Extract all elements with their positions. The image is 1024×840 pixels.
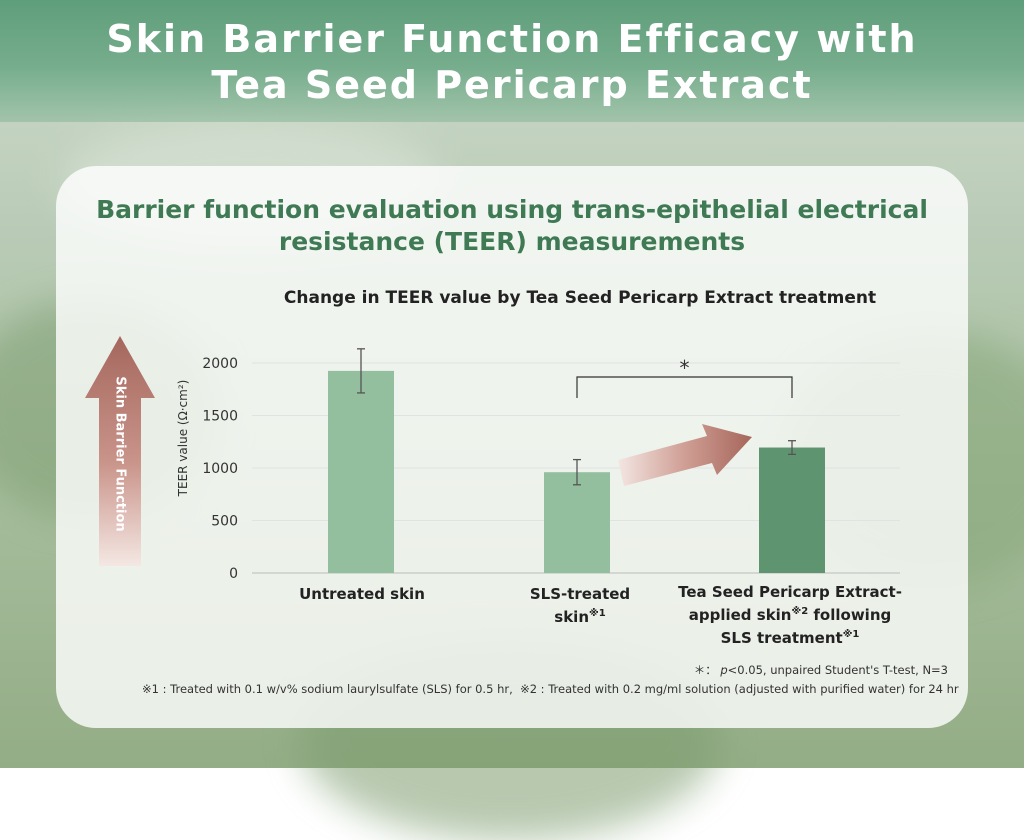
footnote-mark-1: ※1	[589, 608, 606, 619]
y-tick-0: 0	[229, 566, 238, 582]
card-title: Barrier function evaluation using trans-…	[0, 194, 1024, 258]
category-label-tea-seed: Tea Seed Pericarp Extract- applied skin※…	[660, 583, 920, 648]
category-label-tea-line2: applied skin	[688, 606, 792, 624]
bar-2	[544, 472, 610, 573]
page-title-line1: Skin Barrier Function Efficacy with	[106, 17, 918, 61]
method-footnote: ※1 : Treated with 0.1 w/v% sodium lauryl…	[142, 682, 959, 696]
bar-3	[759, 447, 825, 573]
category-label-untreated-text: Untreated skin	[299, 585, 425, 603]
y-tick-labels: 0 500 1000 1500 2000	[202, 356, 238, 582]
y-tick-2000: 2000	[202, 356, 238, 372]
category-label-tea-line1: Tea Seed Pericarp Extract-	[678, 583, 902, 601]
teer-bar-chart: Skin Barrier Function TEER value (Ω·cm²)…	[85, 336, 900, 582]
method-footnote-1: ※1 : Treated with 0.1 w/v% sodium lauryl…	[142, 682, 513, 696]
category-label-sls-line2: skin	[554, 608, 590, 626]
footnote-mark-2: ※2	[791, 606, 809, 617]
footnote-mark-1b: ※1	[842, 629, 860, 640]
bars	[328, 370, 825, 573]
page-title: Skin Barrier Function Efficacy with Tea …	[0, 16, 1024, 108]
significance-bracket: *	[576, 356, 793, 398]
stat-footnote-p: p	[720, 663, 728, 677]
card-title-line1: Barrier function evaluation using trans-…	[96, 195, 928, 224]
category-label-tea-line3: SLS treatment	[720, 629, 843, 647]
bar-1	[328, 370, 394, 573]
category-label-sls-line1: SLS-treated	[529, 585, 631, 603]
category-label-untreated: Untreated skin	[282, 585, 442, 604]
side-arrow-label: Skin Barrier Function	[113, 376, 128, 531]
content-card	[56, 166, 968, 728]
significance-star: *	[680, 356, 690, 380]
card-title-line2: resistance (TEER) measurements	[278, 227, 746, 256]
page-title-line2: Tea Seed Pericarp Extract	[211, 63, 813, 107]
category-label-tea-line2b: following	[808, 606, 892, 624]
significance-line	[576, 376, 793, 398]
improvement-arrow	[618, 424, 752, 486]
skin-barrier-up-arrow: Skin Barrier Function	[85, 336, 155, 566]
chart-title: Change in TEER value by Tea Seed Pericar…	[283, 288, 877, 308]
y-tick-1500: 1500	[202, 409, 238, 425]
y-tick-500: 500	[211, 514, 238, 530]
title-banner: Skin Barrier Function Efficacy with Tea …	[0, 0, 1024, 122]
y-axis-label: TEER value (Ω·cm²)	[176, 380, 190, 498]
error-bars	[357, 348, 796, 486]
stat-footnote-rest: <0.05, unpaired Student's T-test, N=3	[727, 663, 948, 677]
stat-footnote: ＊： p<0.05, unpaired Student's T-test, N=…	[694, 662, 948, 678]
method-footnote-2: ※2 : Treated with 0.2 mg/ml solution (ad…	[520, 682, 959, 696]
y-tick-1000: 1000	[202, 461, 238, 477]
category-label-sls: SLS-treated skin※1	[505, 585, 655, 627]
stat-footnote-prefix: ＊：	[693, 663, 717, 677]
